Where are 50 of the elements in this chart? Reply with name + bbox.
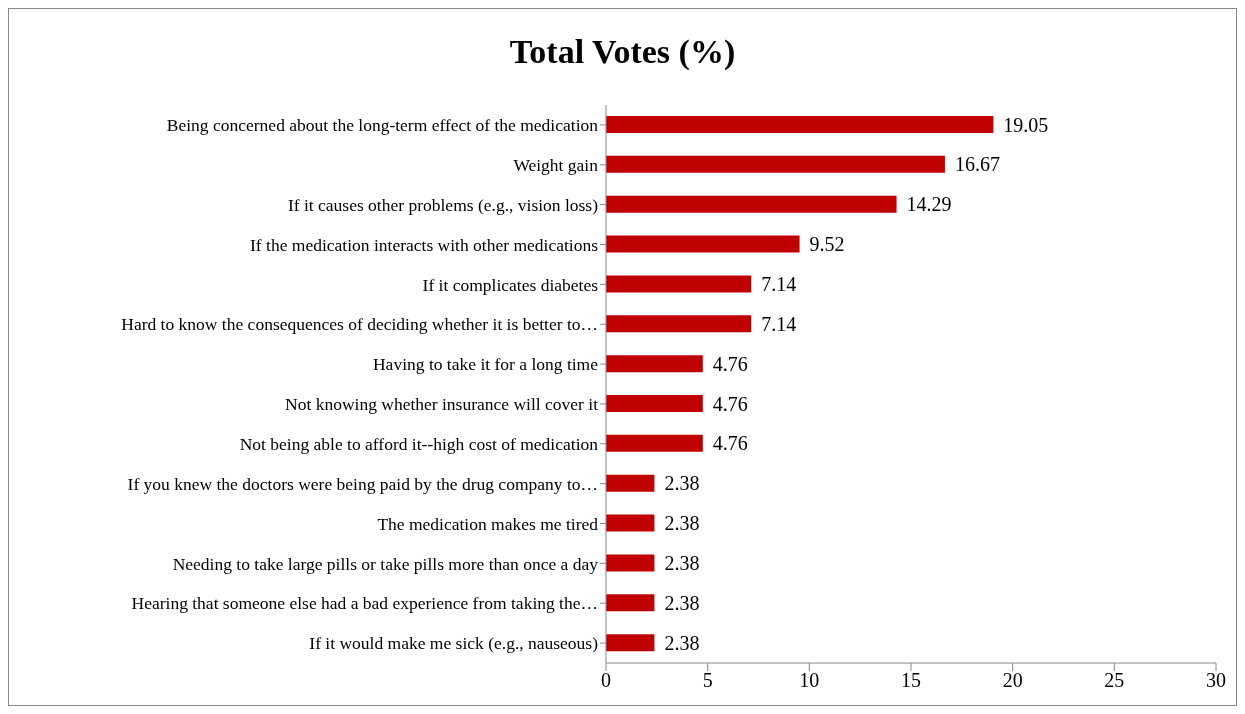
- bar: [606, 116, 994, 133]
- bar: [606, 155, 945, 173]
- bar: [606, 434, 703, 452]
- data-label: 9.52: [809, 233, 845, 256]
- data-label: 4.76: [712, 352, 748, 375]
- x-tick-label: 15: [901, 669, 921, 692]
- data-label: 19.05: [1003, 113, 1049, 136]
- data-label: 2.38: [664, 512, 700, 535]
- bar: [606, 235, 800, 253]
- bar: [606, 554, 655, 572]
- y-tick-label: If the medication interacts with other medications: [250, 234, 599, 255]
- y-tick-label: If it complicates diabetes: [422, 274, 599, 295]
- x-tick-label: 30: [1206, 669, 1226, 692]
- data-label: 7.14: [761, 273, 797, 296]
- chart-title: Total Votes (%): [508, 32, 737, 72]
- y-tick-label: Weight gain: [513, 155, 599, 175]
- x-tick-label: 20: [1002, 669, 1023, 692]
- bar: [606, 474, 655, 492]
- x-tick-label: 0: [601, 669, 611, 692]
- data-label: 7.14: [761, 312, 797, 335]
- y-tick-label: Being concerned about the long-term effect of the medication: [166, 115, 599, 136]
- data-label: 2.38: [664, 591, 700, 614]
- bar: [606, 195, 897, 213]
- data-label: 16.67: [954, 153, 1000, 176]
- data-label: 14.29: [906, 193, 952, 216]
- x-tick-label: 5: [702, 669, 713, 692]
- data-label: 2.38: [664, 472, 700, 495]
- bar: [606, 395, 703, 412]
- bar: [606, 355, 703, 373]
- y-tick-label: If it would make me sick (e.g., nauseous): [309, 633, 599, 654]
- data-label: 4.76: [712, 392, 748, 415]
- bar: [606, 514, 655, 532]
- y-tick-label: Not being able to afford it--high cost of medication: [239, 434, 599, 454]
- y-tick-label: Hard to know the consequences of deciding whether it is better to…: [121, 314, 598, 335]
- x-tick-label: 10: [799, 669, 820, 692]
- bar: [606, 315, 752, 333]
- y-tick-label: Needing to take large pills or take pills more than once a day: [172, 553, 599, 574]
- data-label: 2.38: [664, 631, 700, 654]
- bar: [606, 275, 752, 293]
- y-tick-label: The medication makes me tired: [377, 513, 599, 534]
- y-tick-label: Hearing that someone else had a bad experience from taking the…: [131, 593, 598, 614]
- bar: [606, 594, 655, 612]
- y-tick-label: Not knowing whether insurance will cover it: [285, 394, 599, 415]
- y-tick-label: If you knew the doctors were being paid by the drug company to…: [127, 473, 598, 494]
- y-tick-label: Having to take it for a long time: [372, 354, 599, 375]
- x-tick-label: 25: [1104, 669, 1125, 692]
- y-tick-label: If it causes other problems (e.g., vision loss): [287, 194, 599, 215]
- bar: [606, 634, 655, 652]
- data-label: 4.76: [712, 432, 748, 455]
- data-label: 2.38: [664, 552, 700, 575]
